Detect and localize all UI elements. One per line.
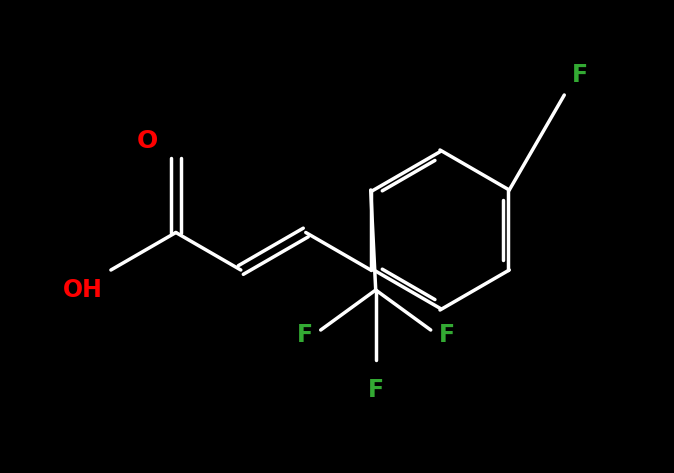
Text: OH: OH — [63, 278, 103, 302]
Text: F: F — [572, 63, 588, 87]
Text: F: F — [439, 323, 455, 347]
Text: F: F — [367, 378, 384, 402]
Text: O: O — [137, 129, 158, 152]
Text: F: F — [297, 323, 313, 347]
